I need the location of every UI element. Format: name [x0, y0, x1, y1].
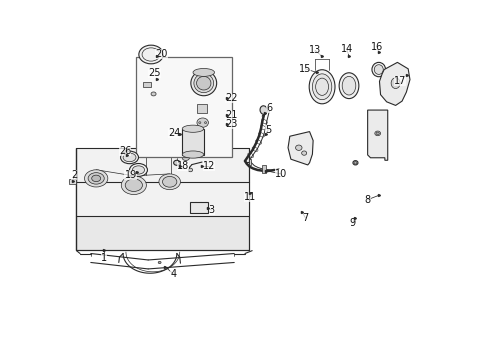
- Text: 16: 16: [371, 42, 383, 51]
- Text: 25: 25: [148, 68, 161, 78]
- Ellipse shape: [295, 145, 302, 150]
- Bar: [262, 165, 266, 173]
- Ellipse shape: [374, 65, 383, 75]
- Ellipse shape: [309, 70, 335, 104]
- Ellipse shape: [188, 168, 193, 172]
- Bar: [136, 57, 232, 157]
- Ellipse shape: [302, 151, 307, 155]
- Ellipse shape: [121, 151, 139, 164]
- Ellipse shape: [391, 78, 400, 89]
- Text: 2: 2: [71, 170, 77, 180]
- Ellipse shape: [372, 62, 386, 77]
- Ellipse shape: [313, 74, 332, 100]
- Ellipse shape: [339, 73, 359, 99]
- Polygon shape: [76, 182, 248, 250]
- Ellipse shape: [354, 162, 357, 164]
- Text: 15: 15: [299, 64, 312, 74]
- Ellipse shape: [159, 174, 180, 190]
- Ellipse shape: [376, 132, 379, 135]
- Text: 10: 10: [275, 169, 287, 179]
- Ellipse shape: [199, 122, 201, 123]
- Text: 21: 21: [225, 111, 238, 121]
- Text: 20: 20: [155, 49, 168, 59]
- Ellipse shape: [353, 161, 358, 165]
- Ellipse shape: [84, 170, 108, 187]
- Text: 11: 11: [244, 192, 256, 202]
- Ellipse shape: [197, 118, 208, 127]
- Ellipse shape: [342, 76, 356, 95]
- Bar: [196, 104, 207, 113]
- Polygon shape: [76, 148, 248, 216]
- Text: 26: 26: [119, 145, 131, 156]
- Ellipse shape: [139, 45, 163, 64]
- Text: 1: 1: [101, 253, 107, 263]
- Ellipse shape: [92, 175, 100, 181]
- Ellipse shape: [173, 160, 180, 165]
- Ellipse shape: [182, 151, 204, 158]
- Ellipse shape: [260, 106, 267, 114]
- Polygon shape: [368, 110, 388, 160]
- Text: 6: 6: [266, 103, 272, 113]
- Bar: [182, 129, 204, 154]
- Ellipse shape: [123, 153, 136, 162]
- Ellipse shape: [122, 176, 147, 194]
- Text: 4: 4: [170, 269, 176, 279]
- Ellipse shape: [194, 74, 214, 93]
- Ellipse shape: [163, 176, 177, 187]
- Ellipse shape: [132, 166, 145, 174]
- Text: 19: 19: [124, 170, 137, 180]
- Text: 17: 17: [394, 76, 406, 86]
- Bar: [248, 159, 251, 165]
- Ellipse shape: [182, 125, 204, 132]
- Ellipse shape: [88, 173, 104, 184]
- Text: 8: 8: [365, 195, 371, 205]
- Text: 24: 24: [168, 129, 180, 138]
- Text: 3: 3: [209, 205, 215, 215]
- Text: 13: 13: [309, 45, 321, 55]
- Ellipse shape: [196, 76, 211, 90]
- Ellipse shape: [193, 68, 215, 76]
- Bar: [69, 179, 76, 184]
- Text: 12: 12: [203, 161, 215, 171]
- Text: 5: 5: [265, 125, 271, 135]
- Text: 23: 23: [225, 120, 238, 129]
- Text: 22: 22: [225, 93, 238, 103]
- Text: 18: 18: [177, 161, 190, 171]
- Text: 14: 14: [341, 44, 353, 54]
- Polygon shape: [288, 132, 313, 165]
- Text: 9: 9: [349, 218, 356, 228]
- Bar: [143, 82, 151, 87]
- Ellipse shape: [125, 179, 143, 192]
- Ellipse shape: [158, 261, 161, 264]
- Bar: [191, 202, 208, 213]
- Ellipse shape: [182, 156, 190, 161]
- Ellipse shape: [129, 163, 147, 176]
- Ellipse shape: [375, 131, 381, 136]
- Polygon shape: [379, 62, 410, 105]
- Ellipse shape: [204, 122, 207, 123]
- Ellipse shape: [151, 92, 156, 96]
- Ellipse shape: [191, 71, 217, 96]
- Text: 7: 7: [302, 213, 308, 222]
